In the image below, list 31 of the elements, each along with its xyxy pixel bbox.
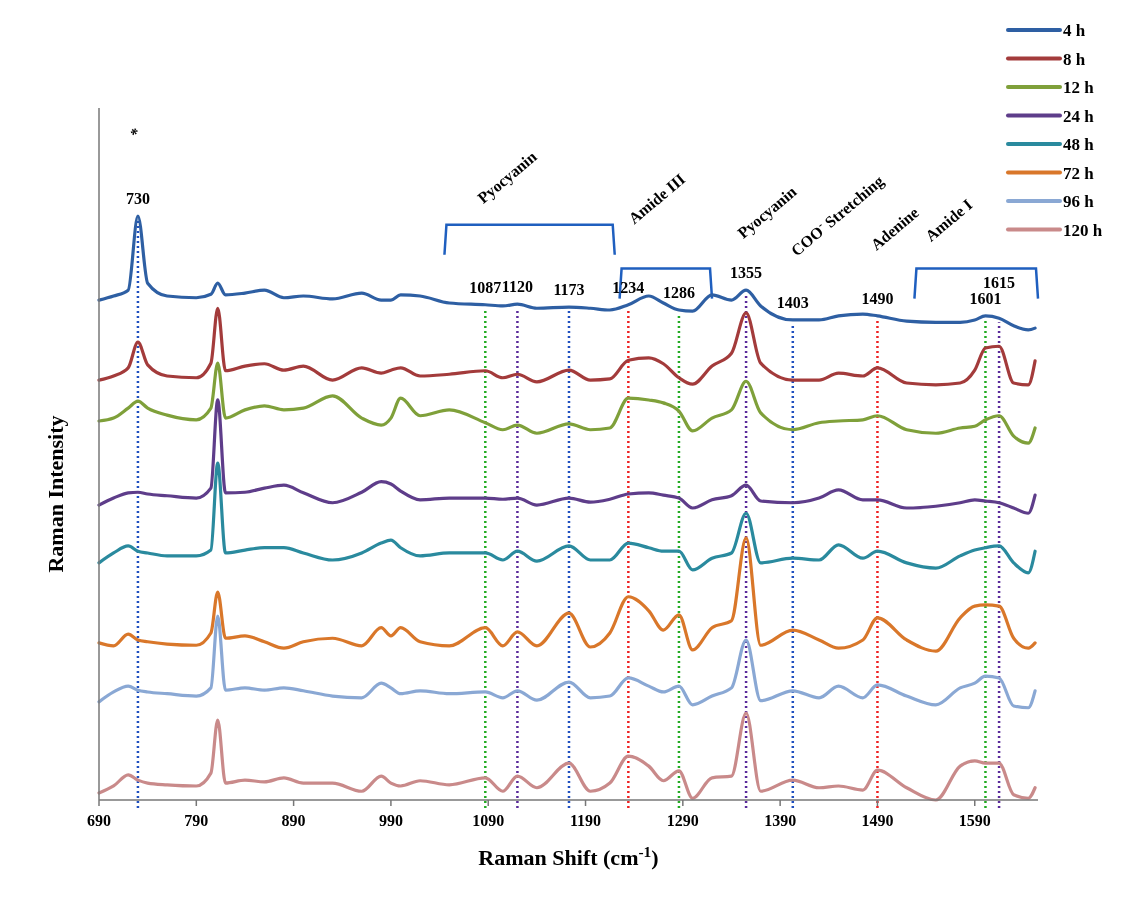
x-tick-label: 1090 bbox=[472, 812, 505, 829]
ref-line-label: 1403 bbox=[776, 293, 809, 311]
ref-line-label: 1490 bbox=[861, 289, 894, 307]
x-tick-label: 990 bbox=[378, 812, 403, 829]
ref-line-label: 1087 bbox=[469, 278, 502, 296]
legend-label: 48 h bbox=[1063, 135, 1095, 154]
x-tick-label: 1490 bbox=[861, 812, 894, 829]
y-axis-title: Raman Intensity bbox=[43, 415, 68, 573]
ref-line-label: 1355 bbox=[730, 264, 763, 282]
ref-line-label: 1286 bbox=[662, 284, 695, 302]
x-tick-label: 1590 bbox=[958, 812, 991, 829]
x-tick-label: 1290 bbox=[666, 812, 699, 829]
x-tick-label: 1390 bbox=[764, 812, 797, 829]
x-tick-label: 790 bbox=[184, 812, 209, 829]
ref-line-label: 1120 bbox=[501, 278, 533, 296]
x-tick-label: 690 bbox=[87, 812, 111, 829]
ref-line-label: 1615 bbox=[983, 274, 1016, 292]
legend-label: 24 h bbox=[1063, 106, 1095, 126]
legend-label: 96 h bbox=[1063, 192, 1095, 211]
ref-line-label: 1173 bbox=[553, 281, 585, 299]
ref-line-label: 1601 bbox=[969, 289, 1002, 307]
text: * bbox=[126, 124, 145, 143]
legend-label: 4 h bbox=[1063, 21, 1086, 40]
legend-label: 12 h bbox=[1063, 78, 1095, 97]
legend-label: 120 h bbox=[1063, 220, 1103, 240]
x-axis-title: Raman Shift (cm$^{-1}$) bbox=[478, 842, 659, 870]
legend-label: 72 h bbox=[1063, 163, 1095, 183]
x-tick-label: 890 bbox=[281, 812, 306, 829]
legend-label: 8 h bbox=[1063, 49, 1086, 69]
ref-line-label: 730 bbox=[125, 190, 150, 207]
x-tick-label: 1190 bbox=[569, 812, 602, 829]
